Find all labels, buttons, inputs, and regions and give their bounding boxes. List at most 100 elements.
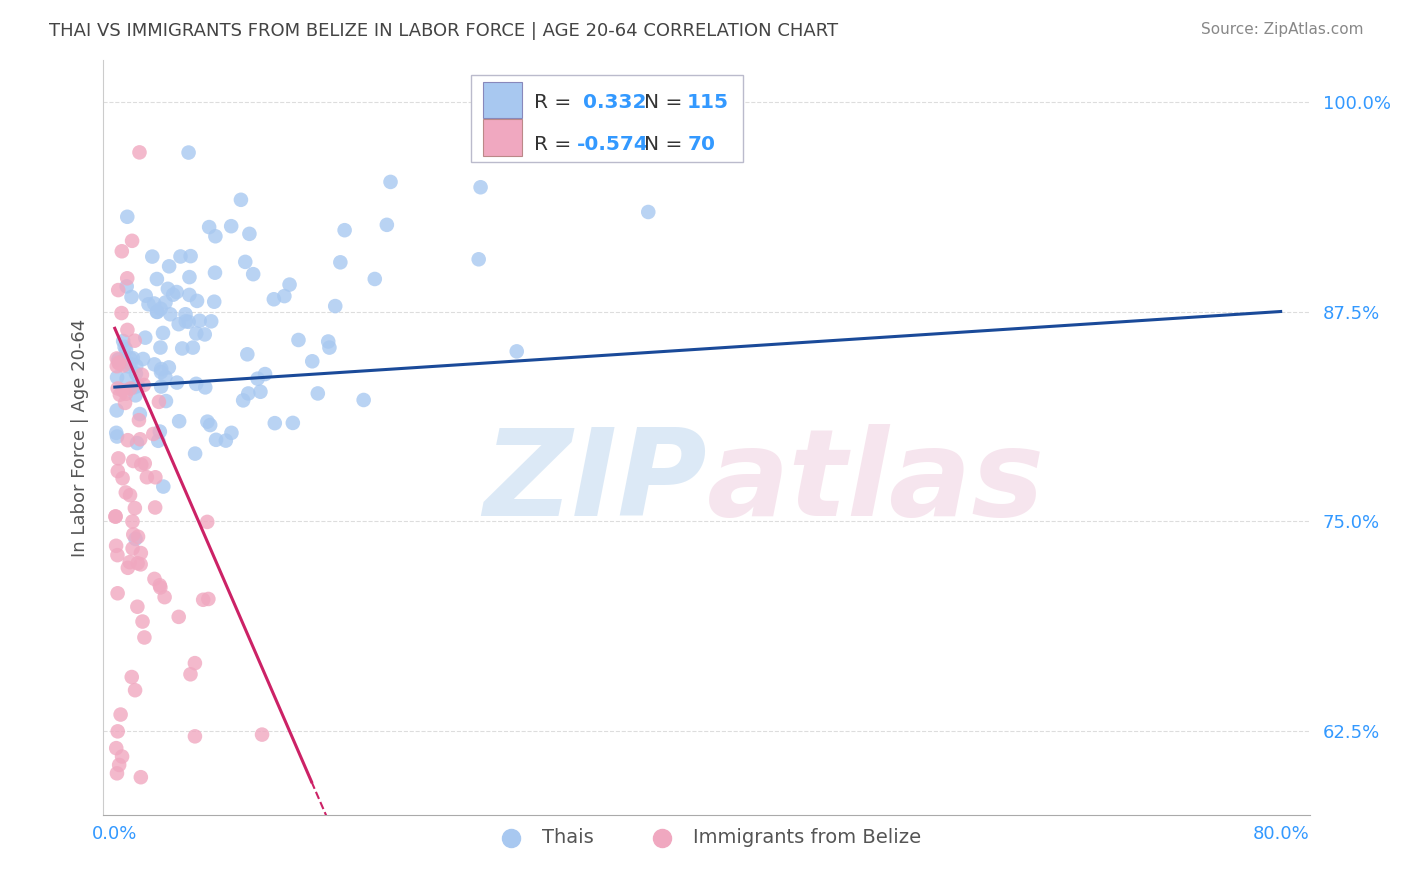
Point (135, 470, 157, 484)
FancyBboxPatch shape (484, 81, 522, 118)
Point (132, 351, 155, 366)
Point (124, 532, 146, 546)
Point (167, 610, 190, 624)
Point (127, 530, 149, 544)
Point (146, 305, 169, 319)
Point (118, 555, 141, 569)
Text: Source: ZipAtlas.com: Source: ZipAtlas.com (1201, 22, 1364, 37)
Point (112, 359, 135, 373)
Point (128, 145, 150, 160)
Point (307, 386, 329, 401)
Point (105, 359, 128, 374)
Point (246, 372, 269, 386)
Point (184, 656, 207, 670)
Point (254, 367, 277, 381)
Point (120, 357, 142, 371)
Point (120, 351, 142, 366)
Point (148, 395, 170, 409)
Point (263, 292, 285, 306)
Point (138, 297, 160, 311)
Point (637, 205, 659, 219)
Point (117, 433, 139, 447)
Point (107, 586, 129, 600)
Point (181, 341, 204, 355)
Point (127, 556, 149, 570)
Point (159, 307, 181, 321)
Point (155, 394, 177, 409)
Point (188, 314, 211, 328)
Point (121, 290, 143, 304)
Point (301, 354, 323, 368)
Point (143, 572, 166, 586)
Point (105, 370, 128, 384)
Point (114, 340, 136, 354)
Point (131, 368, 153, 382)
Point (215, 434, 238, 448)
Point (150, 362, 173, 376)
Point (150, 379, 173, 393)
Point (104, 509, 127, 524)
Point (111, 244, 134, 259)
Point (134, 457, 156, 471)
FancyBboxPatch shape (471, 75, 742, 161)
Point (120, 382, 142, 396)
Point (115, 279, 138, 293)
Point (108, 357, 131, 371)
Point (221, 425, 243, 440)
Point (112, 352, 135, 367)
Point (250, 728, 273, 742)
Point (156, 282, 179, 296)
Point (287, 333, 309, 347)
Point (125, 436, 148, 450)
Point (121, 670, 143, 684)
Point (134, 331, 156, 345)
Point (108, 758, 131, 772)
Point (107, 451, 129, 466)
Point (105, 403, 128, 417)
Point (105, 429, 128, 443)
Point (273, 289, 295, 303)
Point (129, 770, 152, 784)
Point (149, 578, 172, 592)
Point (329, 255, 352, 269)
Point (149, 301, 172, 316)
Point (174, 307, 197, 321)
Point (179, 270, 201, 285)
Point (191, 592, 214, 607)
Point (141, 250, 163, 264)
Point (194, 380, 217, 394)
Point (233, 255, 256, 269)
Point (318, 341, 340, 355)
Point (111, 471, 134, 485)
Point (104, 509, 127, 524)
Point (143, 357, 166, 371)
Point (124, 380, 146, 394)
Point (143, 500, 166, 515)
Point (166, 376, 188, 390)
Point (197, 591, 219, 606)
Text: THAI VS IMMIGRANTS FROM BELIZE IN LABOR FORCE | AGE 20-64 CORRELATION CHART: THAI VS IMMIGRANTS FROM BELIZE IN LABOR … (49, 22, 838, 40)
Point (364, 272, 387, 286)
Point (107, 355, 129, 369)
Point (177, 315, 200, 329)
Point (202, 294, 225, 309)
Point (115, 343, 138, 357)
Text: 70: 70 (688, 136, 716, 154)
Point (153, 590, 176, 604)
Text: N =: N = (644, 93, 689, 112)
Point (149, 425, 172, 439)
Text: R =: R = (534, 136, 578, 154)
Point (129, 458, 152, 472)
Point (184, 729, 207, 743)
Point (263, 416, 285, 430)
Point (107, 548, 129, 562)
Point (117, 359, 139, 374)
Text: 0.332: 0.332 (583, 93, 647, 112)
Point (179, 667, 201, 681)
Point (375, 218, 398, 232)
Point (197, 415, 219, 429)
Point (131, 615, 153, 629)
Point (198, 220, 221, 235)
Point (117, 210, 139, 224)
Point (129, 558, 152, 572)
